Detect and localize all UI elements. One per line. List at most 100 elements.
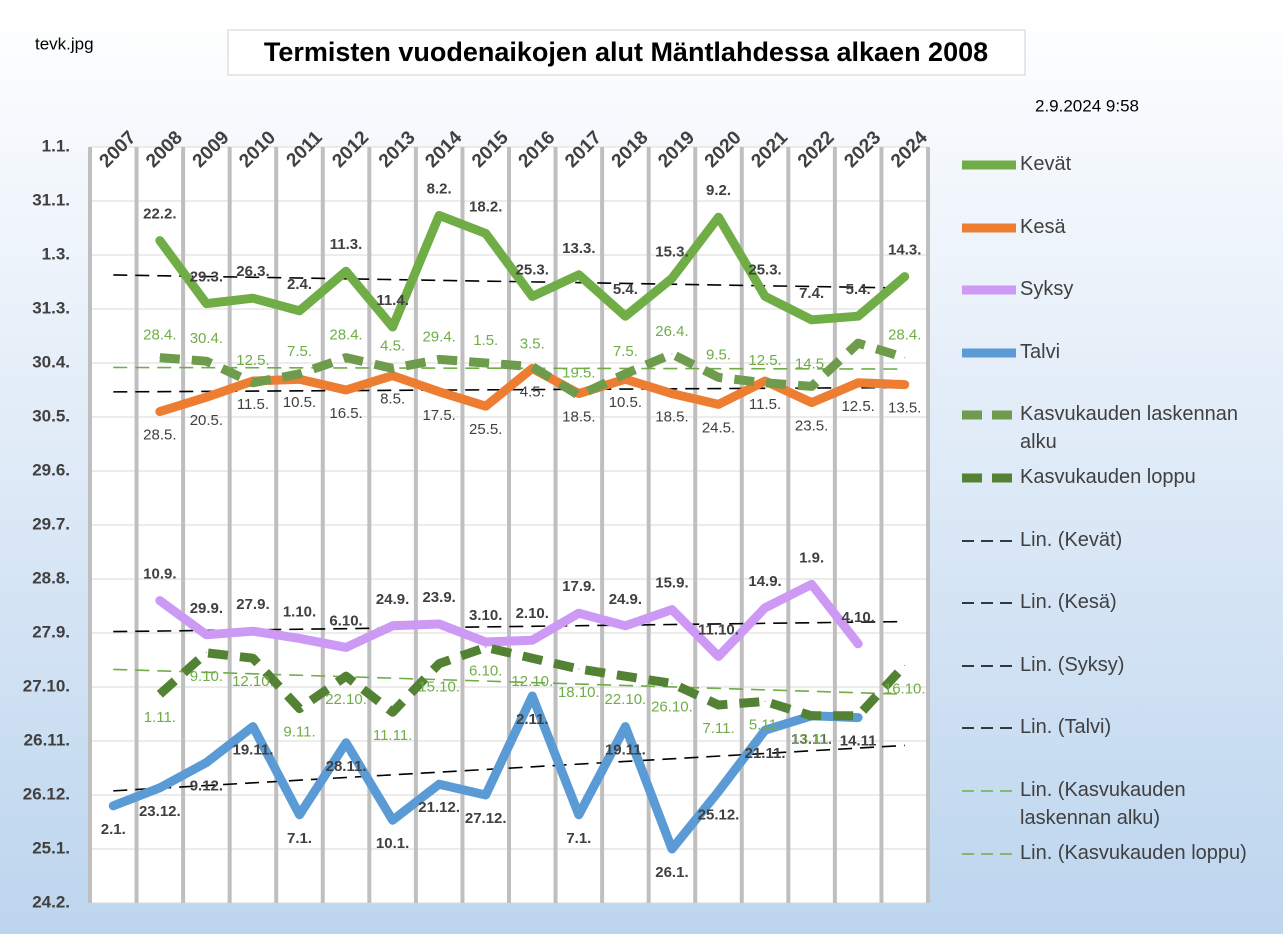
- data-point: [904, 384, 906, 386]
- data-label: 2.10.: [516, 605, 549, 622]
- data-point: [857, 717, 859, 719]
- data-point: [811, 715, 813, 717]
- data-label: 9.2.: [706, 182, 731, 199]
- legend-label: Kasvukauden laskennan alku: [1020, 403, 1238, 454]
- data-label: 23.5.: [795, 418, 828, 435]
- y-tick-label: 24.2.: [32, 892, 70, 911]
- data-label: 9.11.: [283, 724, 315, 741]
- data-point: [112, 805, 114, 807]
- data-point: [159, 411, 161, 413]
- data-label: 15.9.: [655, 575, 688, 592]
- data-label: 7.1.: [566, 830, 591, 847]
- y-tick-label: 30.4.: [32, 352, 70, 371]
- data-label: 6.10.: [469, 662, 502, 679]
- data-point: [671, 353, 673, 355]
- data-point: [299, 814, 300, 816]
- data-point: [624, 625, 626, 627]
- data-label: 29.3.: [190, 269, 223, 286]
- legend-item: Kevät: [958, 150, 1278, 178]
- data-point: [438, 623, 440, 625]
- data-point: [718, 403, 719, 405]
- legend-swatch: [962, 348, 1016, 358]
- data-point: [252, 297, 254, 299]
- data-label: 9.10.: [190, 668, 223, 685]
- data-label: 18.2.: [469, 198, 502, 215]
- y-tick-label: 25.1.: [32, 838, 70, 857]
- data-label: 3.5.: [520, 336, 545, 353]
- y-tick-label: 26.12.: [23, 784, 70, 803]
- y-tick-label: 27.9.: [32, 622, 70, 641]
- data-label: 4.5.: [380, 337, 405, 354]
- data-point: [205, 396, 207, 398]
- data-label: 16.10.: [884, 680, 926, 697]
- data-label: 4.5.: [520, 383, 545, 400]
- data-point: [904, 357, 906, 359]
- legend-label: Syksy: [1020, 278, 1074, 301]
- y-tick-label: 30.5.: [32, 406, 70, 425]
- legend-label: Lin. (Kesä): [1020, 591, 1117, 614]
- data-label: 12.10.: [511, 673, 553, 690]
- data-label: 25.3.: [748, 261, 781, 278]
- y-tick-label: 29.7.: [32, 514, 70, 533]
- legend-swatch: [962, 285, 1016, 295]
- data-label: 6.10.: [329, 612, 362, 629]
- data-label: 7.11.: [702, 720, 734, 737]
- data-point: [904, 664, 906, 666]
- data-point: [764, 729, 766, 731]
- legend-swatch: [962, 664, 1016, 667]
- data-point: [205, 360, 207, 362]
- data-point: [671, 682, 673, 684]
- data-point: [624, 315, 626, 317]
- legend-label: Lin. (Syksy): [1020, 653, 1125, 676]
- data-point: [578, 668, 580, 670]
- legend-swatch: [962, 539, 1016, 542]
- legend-swatch: [962, 473, 1016, 483]
- data-point: [857, 643, 859, 645]
- data-point: [159, 240, 161, 242]
- data-point: [624, 373, 626, 375]
- y-tick-label: 29.6.: [32, 460, 70, 479]
- data-label: 11.5.: [749, 396, 781, 413]
- data-point: [252, 630, 254, 632]
- legend-swatch: [962, 790, 1016, 792]
- data-label: 9.12.: [190, 778, 223, 795]
- data-point: [531, 295, 533, 297]
- data-label: 5.4.: [613, 281, 638, 298]
- data-label: 2.1.: [101, 821, 126, 838]
- data-point: [671, 393, 673, 395]
- data-point: [345, 675, 347, 677]
- data-point: [252, 657, 254, 659]
- data-point: [578, 814, 580, 816]
- data-label: 28.11.: [326, 758, 367, 775]
- data-point: [392, 367, 394, 369]
- data-label: 14.5.: [795, 355, 828, 372]
- legend-swatch: [962, 852, 1016, 855]
- data-label: 1.10.: [283, 603, 316, 620]
- data-label: 28.4.: [888, 327, 921, 344]
- data-point: [857, 342, 859, 344]
- data-label: 13.5.: [888, 400, 921, 417]
- data-point: [345, 357, 347, 359]
- data-point: [811, 402, 813, 404]
- data-label: 11.10.: [698, 621, 739, 638]
- data-point: [485, 641, 487, 643]
- data-point: [485, 232, 487, 234]
- data-label: 22.10.: [325, 691, 367, 708]
- data-label: 7.1.: [287, 830, 312, 847]
- data-point: [857, 315, 859, 317]
- legend-label: Lin. (Talvi): [1020, 716, 1112, 739]
- data-point: [159, 693, 161, 695]
- y-tick-label: 1.3.: [42, 244, 70, 263]
- data-label: 20.5.: [190, 412, 223, 429]
- data-label: 24.5.: [702, 419, 735, 436]
- data-label: 28.4.: [143, 327, 176, 344]
- y-tick-label: 28.8.: [32, 568, 70, 587]
- data-point: [904, 276, 906, 278]
- data-point: [531, 366, 533, 368]
- legend-label: Lin. (Kasvukauden laskennan alku): [1020, 779, 1186, 829]
- data-point: [764, 295, 766, 297]
- data-label: 4.10.: [841, 609, 874, 626]
- data-label: 11.4.: [376, 292, 409, 309]
- data-label: 28.5.: [143, 427, 176, 444]
